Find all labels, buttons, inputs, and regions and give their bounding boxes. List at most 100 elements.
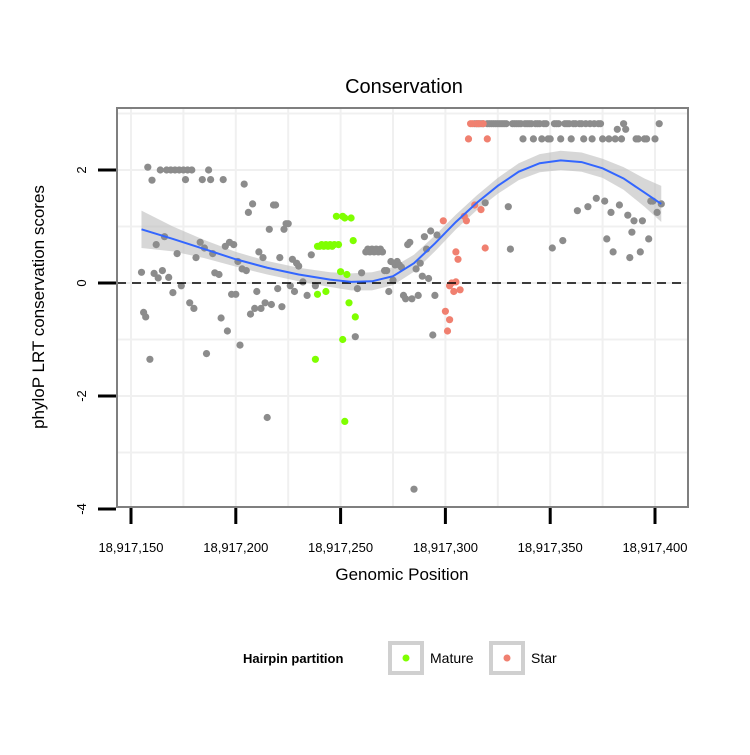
point-other — [274, 285, 282, 293]
y-axis: -4 -2 0 2 — [74, 166, 116, 515]
point-other — [383, 267, 391, 275]
point-other — [624, 211, 632, 219]
point-other — [389, 276, 397, 284]
y-tick-label: 2 — [74, 166, 89, 173]
x-tick-label: 18,917,300 — [413, 540, 478, 555]
legend: Hairpin partition Mature Star — [243, 641, 557, 675]
point-star — [481, 244, 489, 252]
point-mature — [311, 355, 319, 363]
chart-title: Conservation — [345, 76, 463, 98]
x-tick-label: 18,917,350 — [518, 540, 583, 555]
point-other — [207, 176, 215, 184]
point-other — [651, 135, 659, 143]
point-other — [272, 201, 280, 209]
point-other — [429, 331, 437, 339]
point-other — [146, 355, 154, 363]
x-tick-label: 18,917,400 — [622, 540, 687, 555]
point-other — [634, 135, 642, 143]
point-star — [464, 135, 473, 143]
point-other — [418, 272, 426, 280]
legend-item-mature: Mature — [388, 641, 474, 675]
plot-panel — [116, 107, 689, 508]
point-other — [414, 291, 422, 299]
point-other — [249, 200, 257, 208]
point-other — [242, 267, 250, 275]
point-other — [596, 120, 605, 128]
point-other — [653, 208, 661, 216]
point-other — [433, 231, 441, 239]
point-mature — [334, 241, 343, 249]
point-other — [142, 313, 150, 321]
legend-mature-label: Mature — [430, 650, 474, 666]
point-star — [462, 217, 470, 225]
x-tick-label: 18,917,250 — [308, 540, 373, 555]
point-other — [188, 166, 196, 174]
point-mature — [341, 417, 349, 425]
point-other — [408, 295, 416, 303]
point-star — [439, 217, 447, 225]
point-other — [546, 135, 554, 143]
x-tick-label: 18,917,150 — [98, 540, 163, 555]
point-other — [244, 208, 252, 216]
point-other — [601, 197, 609, 205]
point-star — [452, 278, 460, 286]
point-other — [542, 120, 550, 128]
point-other — [599, 135, 607, 143]
point-other — [177, 282, 185, 290]
legend-star-label: Star — [531, 650, 557, 666]
point-star — [443, 327, 452, 335]
point-other — [638, 217, 647, 225]
point-other — [215, 270, 223, 279]
point-other — [169, 289, 177, 297]
point-other — [303, 291, 311, 299]
point-other — [611, 135, 619, 143]
point-other — [420, 233, 428, 241]
point-other — [502, 120, 510, 128]
point-other — [232, 290, 240, 298]
point-other — [257, 304, 265, 312]
point-other — [290, 287, 299, 296]
point-mature — [349, 237, 357, 245]
point-other — [152, 241, 160, 249]
x-axis: 18,917,150 18,917,200 18,917,250 18,917,300… — [98, 508, 688, 555]
point-mature — [322, 287, 330, 296]
point-other — [427, 227, 435, 235]
point-other — [154, 274, 162, 282]
legend-mature-swatch — [402, 654, 410, 662]
point-other — [223, 327, 231, 335]
point-other — [643, 135, 651, 143]
legend-title: Hairpin partition — [243, 651, 343, 666]
point-other — [158, 267, 166, 275]
point-other — [592, 194, 600, 202]
point-star — [483, 135, 491, 143]
point-other — [351, 333, 359, 341]
point-other — [481, 199, 489, 207]
point-other — [385, 287, 393, 296]
point-other — [603, 235, 611, 243]
point-mature — [351, 313, 359, 321]
point-other — [186, 299, 194, 307]
point-other — [607, 208, 615, 216]
point-other — [144, 163, 152, 171]
point-other — [246, 310, 255, 318]
point-other — [630, 217, 638, 225]
point-other — [259, 254, 267, 262]
point-other — [190, 304, 198, 312]
point-other — [504, 203, 512, 211]
point-mature — [341, 214, 349, 222]
y-tick-label: -2 — [74, 390, 89, 402]
point-other — [588, 135, 596, 143]
point-other — [198, 176, 206, 184]
point-other — [402, 295, 410, 303]
point-other — [299, 278, 307, 286]
point-other — [156, 166, 164, 174]
point-other — [267, 300, 275, 309]
legend-key-star — [489, 641, 525, 675]
point-other — [137, 268, 146, 276]
point-other — [538, 135, 546, 143]
point-other — [406, 238, 414, 246]
point-other — [251, 304, 259, 312]
point-other — [205, 166, 213, 174]
point-other — [620, 120, 628, 128]
